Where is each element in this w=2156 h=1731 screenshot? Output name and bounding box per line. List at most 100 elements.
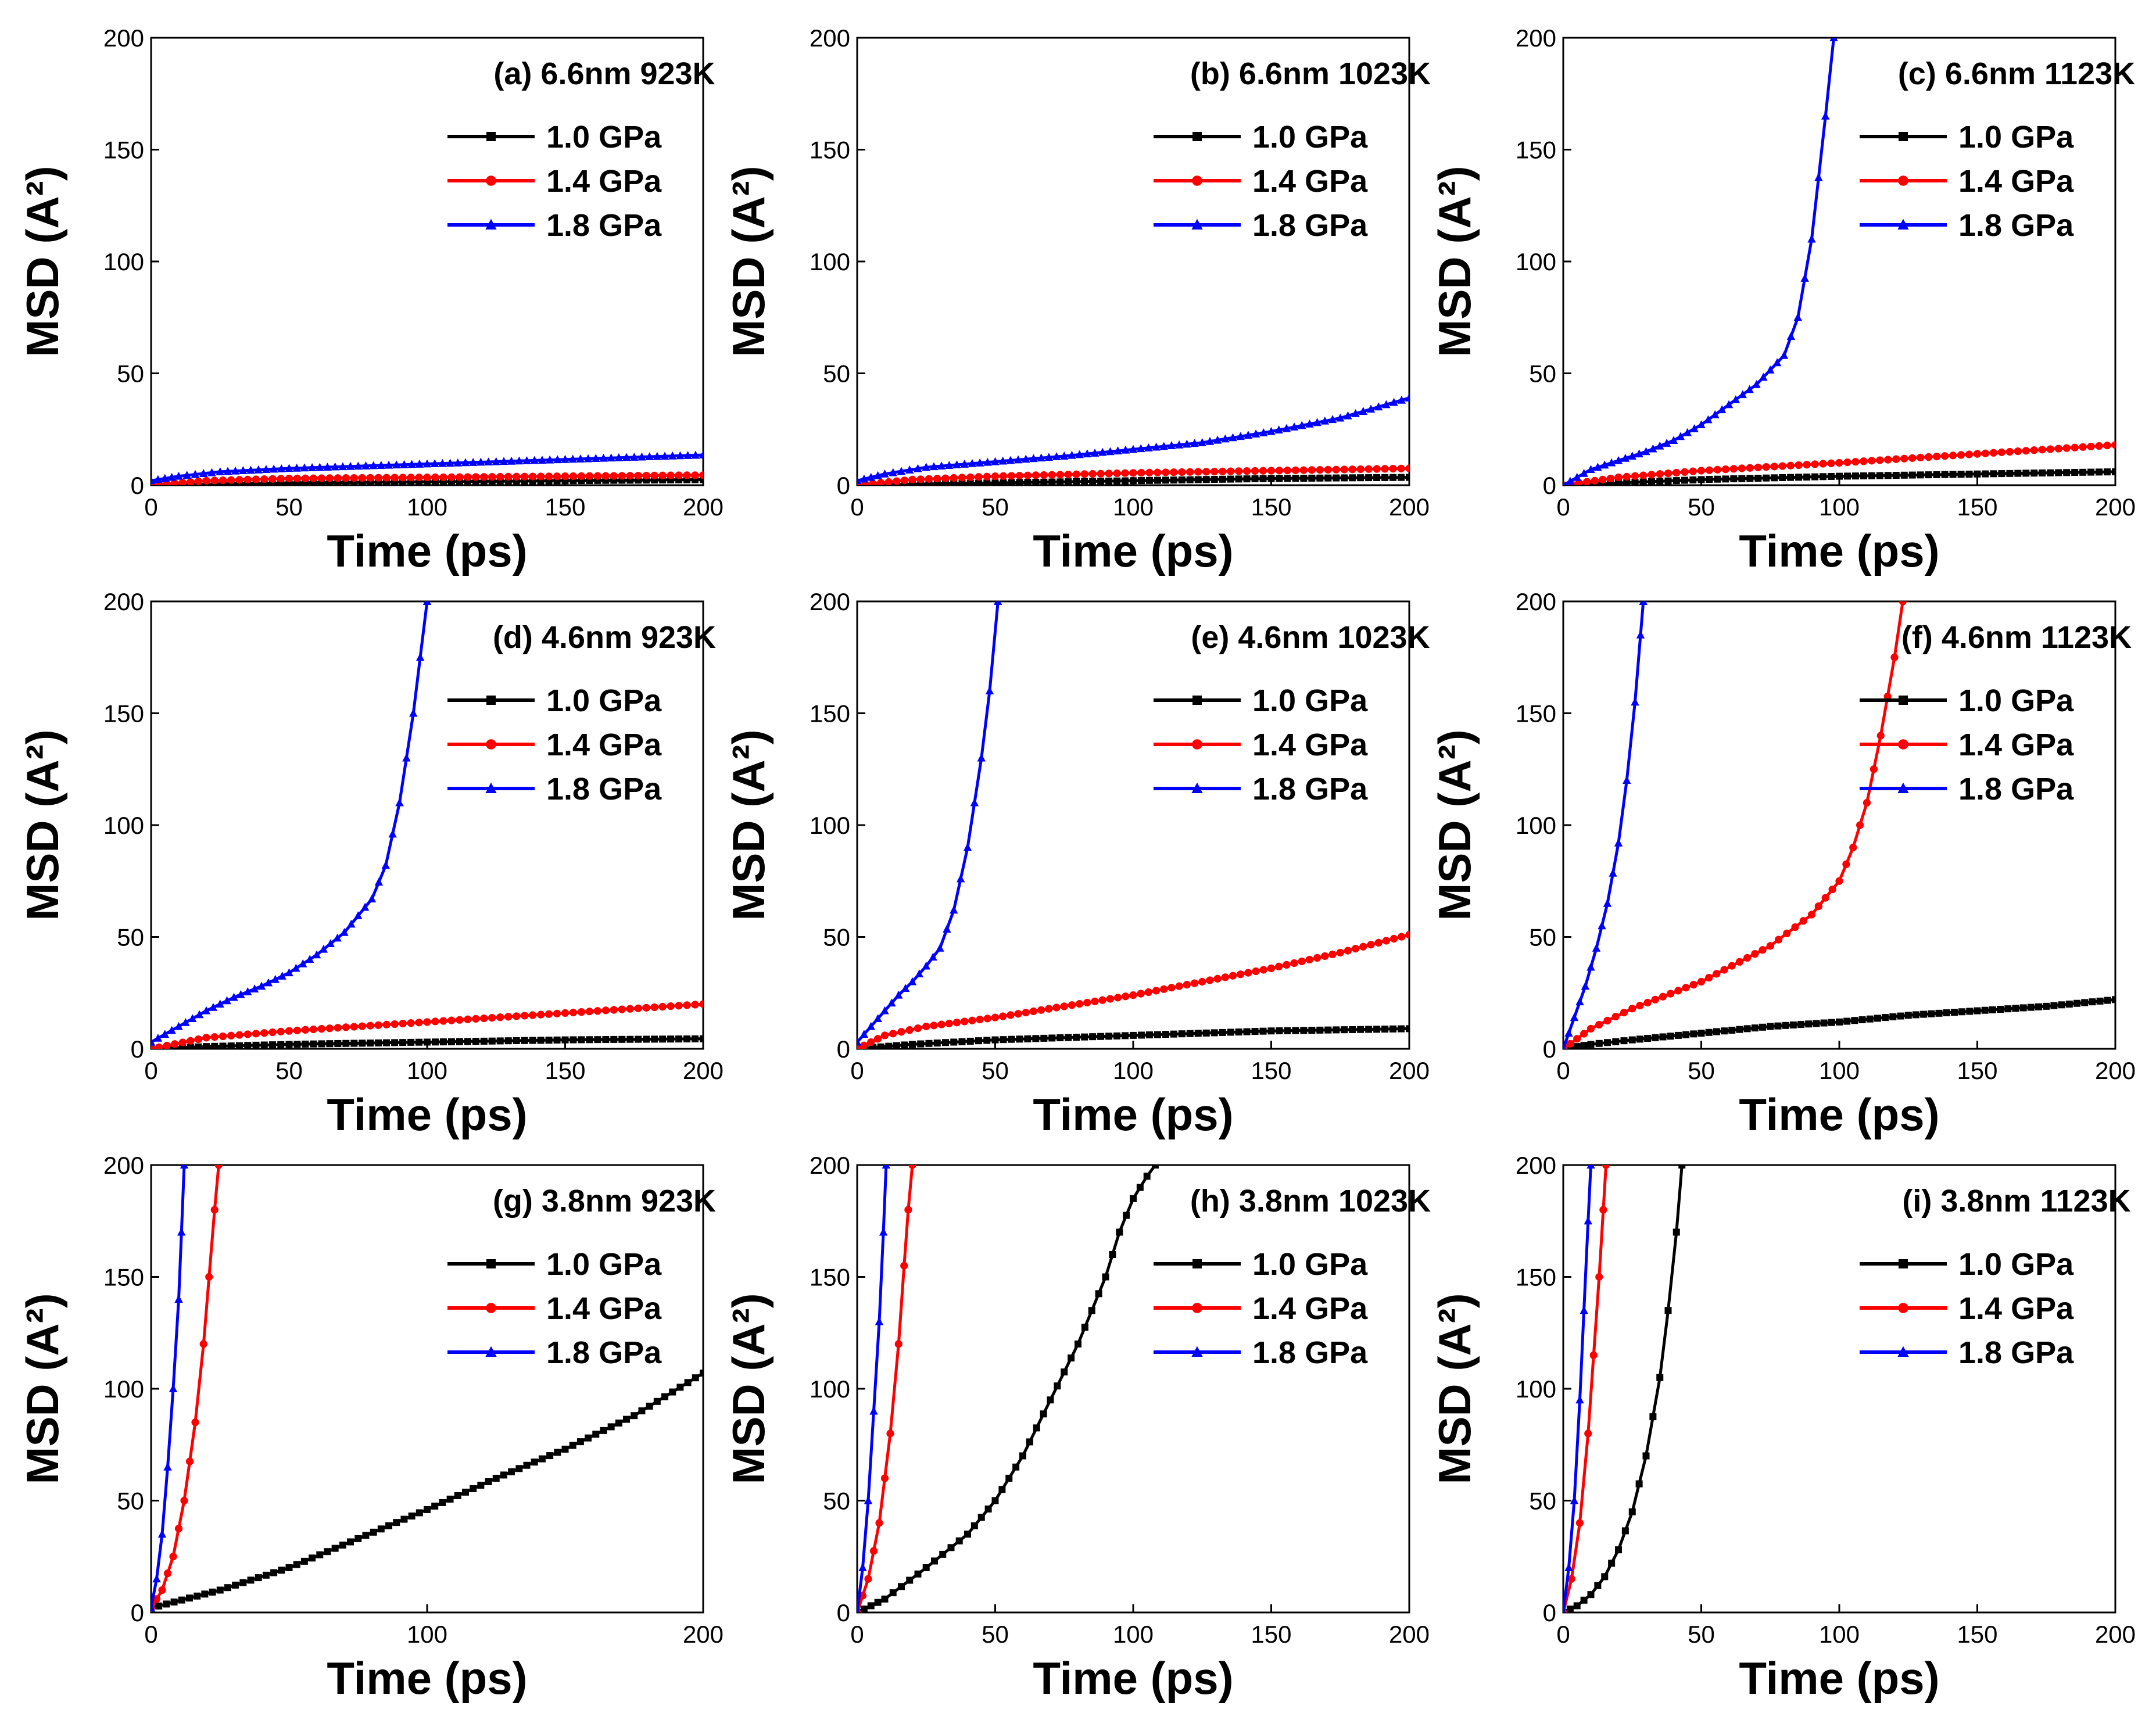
data-point <box>1259 966 1267 974</box>
data-point <box>223 467 232 475</box>
data-point <box>350 479 358 485</box>
data-point <box>167 1026 176 1034</box>
data-point <box>1738 390 1747 399</box>
data-point <box>194 1035 203 1044</box>
data-point <box>1982 470 1989 478</box>
data-point <box>1324 474 1332 482</box>
data-point <box>243 475 252 483</box>
data-point <box>151 1603 156 1612</box>
data-point <box>185 1457 194 1465</box>
data-point <box>1144 443 1153 451</box>
data-point <box>354 911 363 919</box>
data-point <box>1357 474 1364 482</box>
data-point <box>2030 470 2038 477</box>
data-point <box>1889 1013 1897 1020</box>
x-tick-label: 50 <box>1688 493 1715 521</box>
chart-panel-c: 0 50 100 150 200 0 50 100 150 200 Time (ps) MSD (A²… <box>1429 24 2136 576</box>
data-point <box>1807 911 1816 919</box>
data-point <box>318 479 325 485</box>
data-point <box>607 453 615 462</box>
legend-marker <box>1192 1303 1202 1313</box>
data-point <box>1573 1035 1581 1043</box>
data-point <box>285 474 293 483</box>
x-tick-label: 0 <box>850 1621 864 1648</box>
x-tick-label: 0 <box>850 493 864 521</box>
data-point <box>1359 407 1368 415</box>
data-point <box>1397 464 1405 472</box>
data-point <box>152 1574 161 1583</box>
series-line-18 <box>1563 38 1835 485</box>
legend-marker <box>1192 132 1202 141</box>
data-point <box>2079 443 2087 451</box>
data-point <box>1243 1028 1251 1035</box>
legend-label: 1.0 GPa <box>546 120 662 155</box>
data-point <box>908 1165 916 1169</box>
data-point <box>1015 471 1024 480</box>
data-point <box>195 1043 202 1049</box>
y-tick-label: 50 <box>117 924 144 951</box>
data-point <box>631 1412 638 1420</box>
data-point <box>1580 1042 1588 1049</box>
data-point <box>447 1016 456 1024</box>
y-tick-label: 50 <box>117 1488 144 1515</box>
data-point <box>430 459 439 467</box>
data-point <box>1106 447 1115 456</box>
data-point <box>415 474 423 482</box>
data-point <box>224 1584 231 1592</box>
data-point <box>1842 860 1850 868</box>
data-point <box>187 478 195 485</box>
data-point <box>1843 1017 1851 1025</box>
data-point <box>1054 1382 1061 1390</box>
data-point <box>1586 465 1595 474</box>
data-point <box>325 474 334 482</box>
data-point <box>416 478 423 485</box>
data-point <box>1152 1165 1159 1169</box>
data-point <box>1283 466 1292 475</box>
data-point <box>1697 977 1706 986</box>
data-point <box>515 456 524 465</box>
data-point <box>1130 1195 1137 1202</box>
data-point <box>1860 457 1868 465</box>
data-point <box>1095 1290 1102 1298</box>
data-point <box>1890 653 1899 661</box>
data-point <box>1729 465 1738 473</box>
panel-title: (d) 4.6nm 923K <box>493 620 716 655</box>
data-point <box>1566 476 1575 485</box>
legend-marker <box>1897 1346 1909 1357</box>
data-point <box>252 1041 260 1049</box>
data-point <box>480 1014 488 1023</box>
data-point <box>601 1006 610 1015</box>
data-point <box>1170 476 1177 484</box>
data-point <box>691 471 699 479</box>
data-point <box>1366 404 1376 413</box>
data-point <box>914 1570 922 1578</box>
series-layer <box>151 450 703 485</box>
x-tick-label: 200 <box>2095 1621 2136 1648</box>
data-point <box>1137 477 1145 485</box>
data-point <box>1771 474 1778 482</box>
data-point <box>360 902 370 911</box>
data-point <box>424 478 431 485</box>
data-point <box>1580 1030 1588 1038</box>
data-point <box>1056 1034 1064 1041</box>
legend-item: 1.0 GPa <box>1154 120 1368 155</box>
data-point <box>1389 464 1397 473</box>
data-point <box>889 1589 897 1597</box>
legend-label: 1.4 GPa <box>1958 1291 2074 1326</box>
data-point <box>618 1005 626 1013</box>
data-point <box>1941 471 1949 478</box>
data-point <box>1137 1031 1145 1039</box>
data-point <box>1800 274 1809 282</box>
data-point <box>1040 471 1048 479</box>
data-point <box>1595 1020 1603 1029</box>
data-point <box>991 472 1000 481</box>
chart-panel-e: 0 50 100 150 200 0 50 100 150 200 Time (ps) MSD (A²… <box>723 588 1430 1140</box>
legend-label: 1.4 GPa <box>546 1291 662 1326</box>
data-point <box>1186 468 1194 476</box>
chart-panel-b: 0 50 100 150 200 0 50 100 150 200 Time (ps) MSD (A²… <box>723 24 1431 576</box>
data-point <box>1795 461 1803 470</box>
y-tick-label: 0 <box>1543 1599 1556 1626</box>
x-tick-label: 200 <box>683 493 724 521</box>
data-point <box>1614 838 1623 847</box>
